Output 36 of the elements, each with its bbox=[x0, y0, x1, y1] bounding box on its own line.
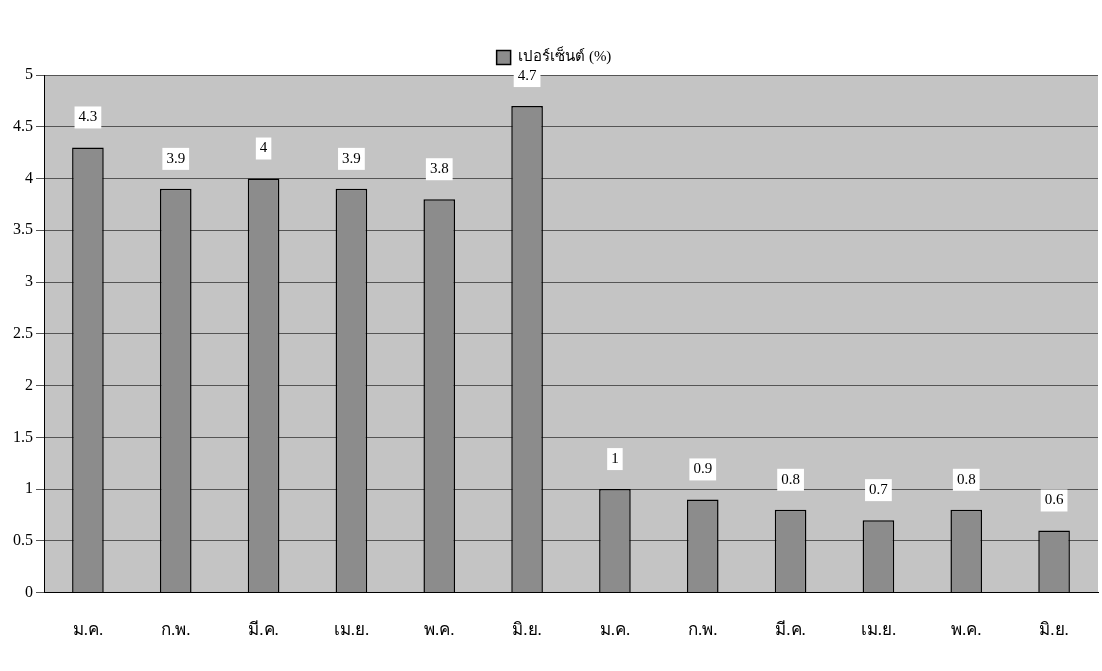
data-label: 0.8 bbox=[781, 470, 800, 487]
legend-label: เปอร์เซ็นต์ (%) bbox=[518, 46, 612, 66]
x-tick-label: เม.ย. bbox=[333, 620, 370, 640]
data-label: 4 bbox=[259, 139, 268, 156]
data-label: 0.8 bbox=[956, 470, 976, 487]
x-tick-label: มิ.ย. bbox=[1039, 620, 1069, 640]
data-label: 3.8 bbox=[429, 160, 449, 177]
x-tick-label: มี.ค. bbox=[248, 620, 279, 640]
x-tick-label: พ.ค. bbox=[424, 620, 455, 640]
x-tick-label: มี.ค. bbox=[775, 620, 806, 640]
y-tick-label: 0 bbox=[25, 582, 33, 600]
y-tick-label: 3.5 bbox=[13, 220, 33, 238]
x-tick-label: ม.ค. bbox=[72, 620, 104, 640]
y-tick-label: 4.5 bbox=[13, 116, 33, 134]
data-label: 3.9 bbox=[342, 149, 361, 166]
y-tick-label: 2 bbox=[25, 375, 33, 393]
y-tick-label: 2.5 bbox=[13, 324, 33, 341]
y-tick-label: 5 bbox=[25, 65, 33, 83]
x-tick-label: มิ.ย. bbox=[512, 620, 542, 640]
data-label: 3.9 bbox=[166, 149, 186, 166]
y-tick-label: 3 bbox=[25, 272, 33, 290]
data-label: 1 bbox=[611, 450, 619, 467]
y-tick-label: 0.5 bbox=[13, 531, 33, 549]
x-tick-label: ม.ค. bbox=[599, 620, 631, 640]
data-label: 0.7 bbox=[869, 481, 889, 498]
data-label: 0.6 bbox=[1044, 491, 1064, 508]
y-tick-label: 4 bbox=[25, 168, 33, 186]
data-label: 4.7 bbox=[517, 66, 537, 83]
x-tick-label: พ.ค. bbox=[951, 620, 982, 640]
y-tick-label: 1.5 bbox=[13, 427, 33, 445]
data-label: 0.9 bbox=[693, 460, 713, 477]
x-tick-label: เม.ย. bbox=[860, 620, 897, 640]
y-tick-label: 1 bbox=[25, 479, 33, 497]
data-label: 4.3 bbox=[78, 108, 98, 125]
x-tick-label: ก.พ. bbox=[161, 620, 191, 640]
x-tick-label: ก.พ. bbox=[688, 620, 718, 640]
